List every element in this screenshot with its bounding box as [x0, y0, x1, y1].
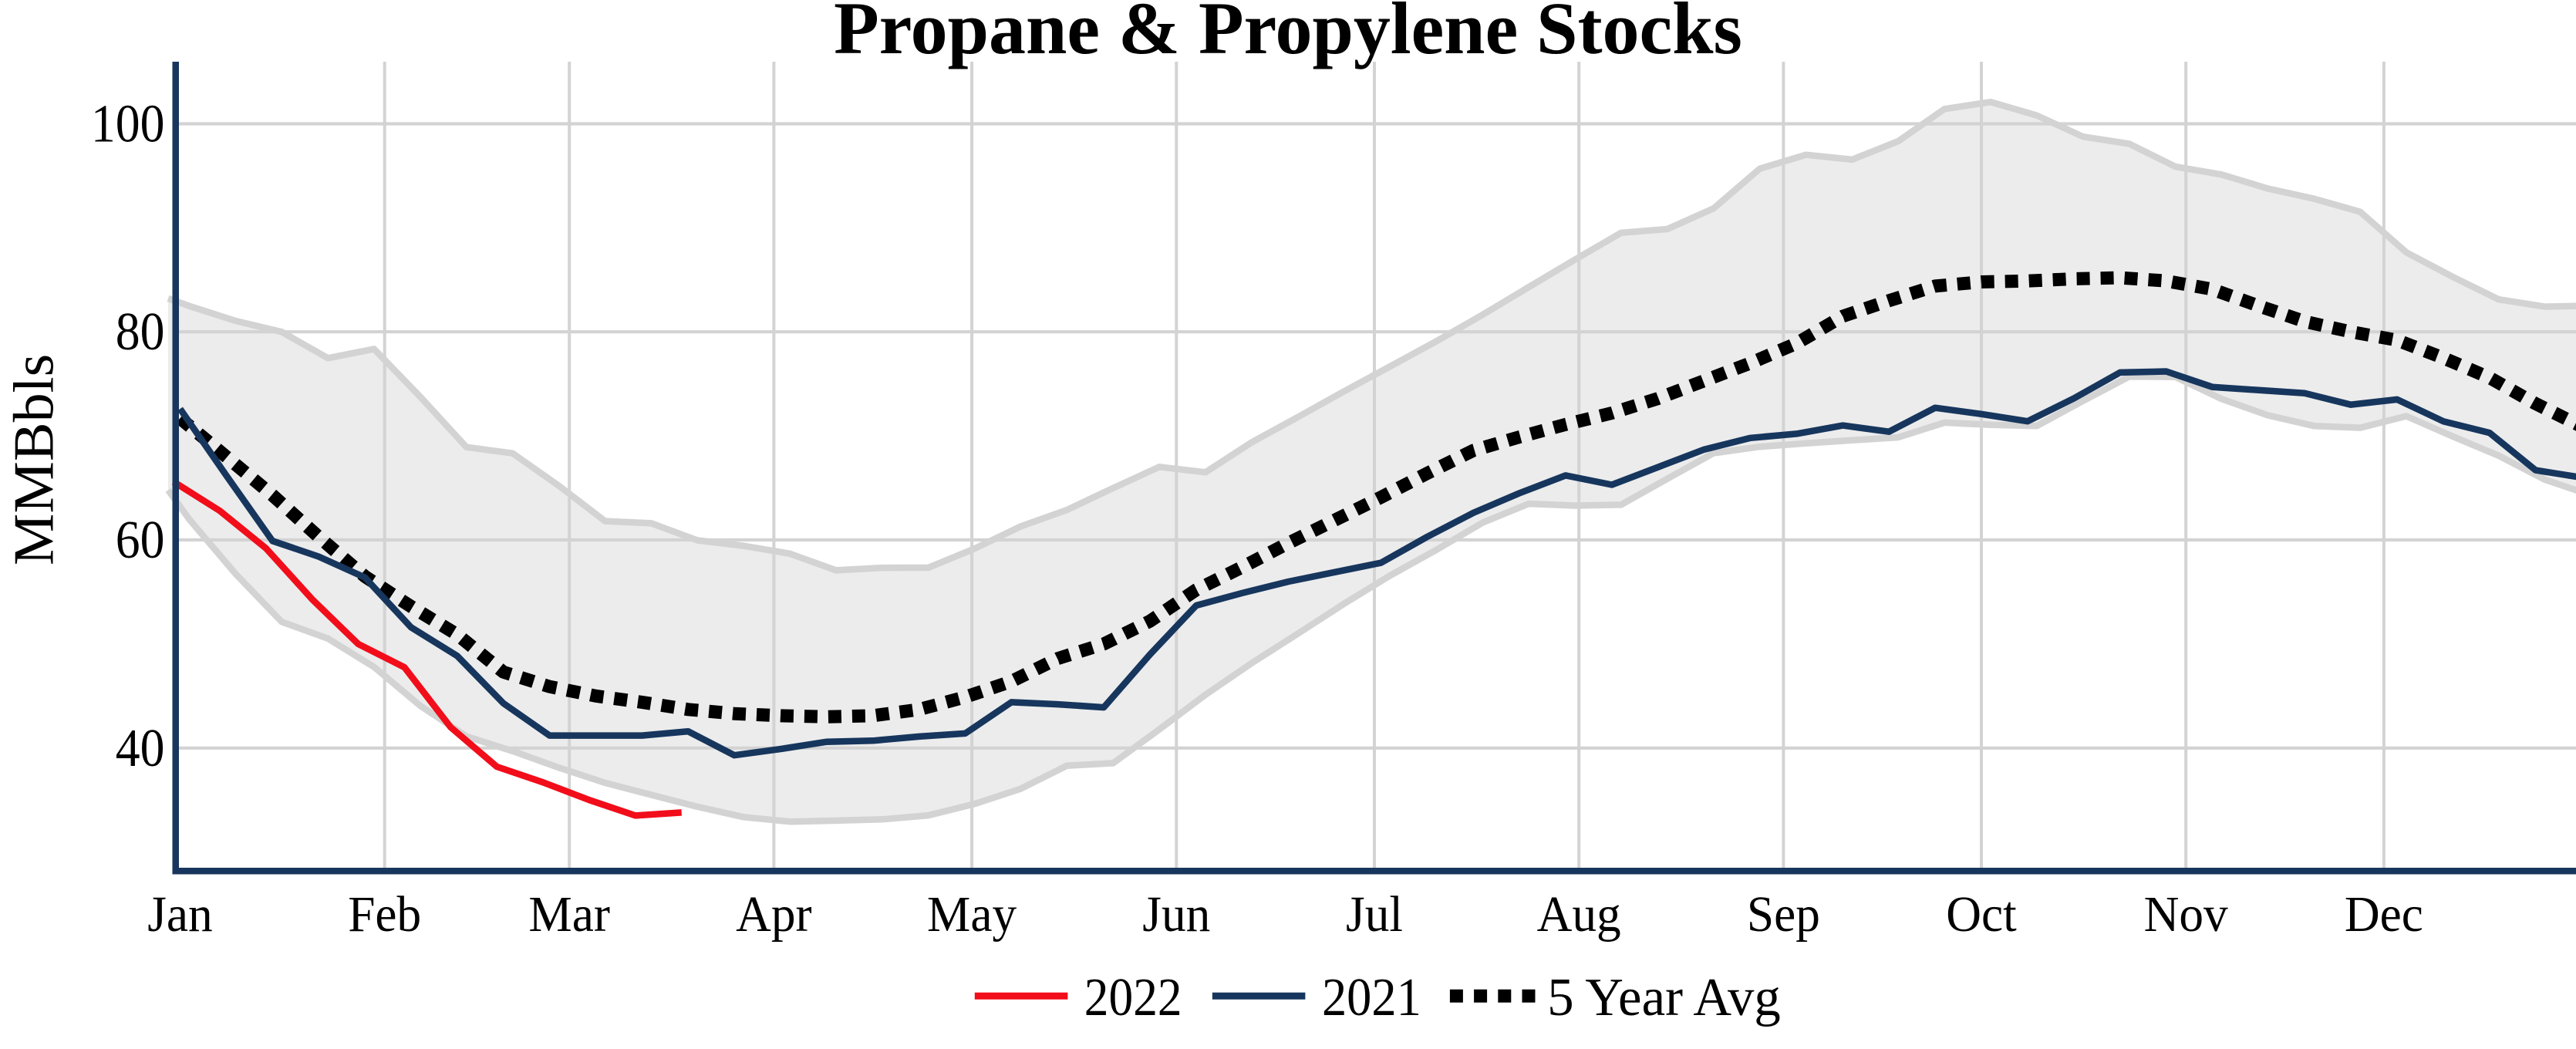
svg-text:40: 40: [116, 719, 165, 778]
svg-text:Aug: Aug: [1537, 886, 1621, 943]
svg-text:Dec: Dec: [2345, 886, 2423, 943]
svg-text:Mar: Mar: [528, 886, 610, 943]
svg-text:MMBbls: MMBbls: [3, 354, 66, 565]
svg-text:80: 80: [116, 302, 165, 362]
svg-text:Feb: Feb: [348, 886, 421, 943]
svg-text:Jun: Jun: [1142, 886, 1210, 943]
svg-text:Propane & Propylene Stocks: Propane & Propylene Stocks: [834, 0, 1742, 69]
svg-text:Jan: Jan: [147, 886, 213, 943]
svg-text:60: 60: [116, 511, 165, 570]
svg-text:Oct: Oct: [1946, 886, 2017, 943]
svg-text:2022: 2022: [1084, 968, 1182, 1027]
svg-text:5 Year Avg: 5 Year Avg: [1547, 968, 1781, 1027]
svg-text:Jul: Jul: [1346, 886, 1403, 943]
svg-text:May: May: [927, 886, 1017, 943]
svg-text:100: 100: [91, 95, 165, 154]
svg-text:Nov: Nov: [2144, 886, 2228, 943]
svg-text:2021: 2021: [1322, 968, 1421, 1027]
svg-text:Apr: Apr: [736, 886, 812, 943]
svg-text:Sep: Sep: [1747, 886, 1820, 943]
